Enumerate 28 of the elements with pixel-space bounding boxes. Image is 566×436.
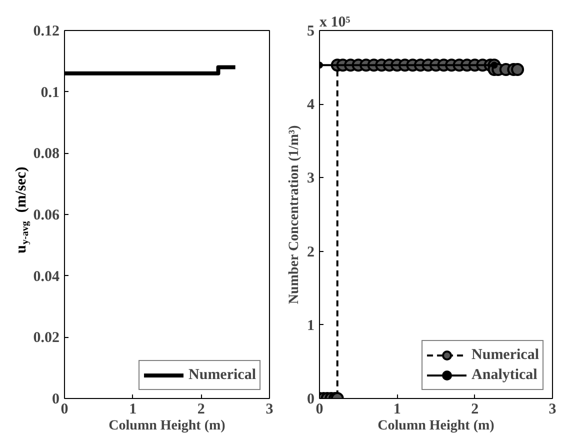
x-axis-title: Column Height (m) [378,418,495,434]
y-tick-label: 3 [307,170,314,187]
y-tick-label: 0.1 [40,84,60,101]
x-axis-title: Column Height (m) [108,418,226,434]
y-tick-label: 5 [307,24,314,40]
y-tick-label: 0.08 [33,146,60,162]
x-tick-label: 1 [129,402,137,418]
y-tick-label: 0.04 [33,268,60,285]
x-tick-label: 3 [548,402,556,418]
x-tick-label: 2 [471,402,479,418]
y-tick-label: 0.02 [33,330,60,346]
y-axis-title: Number Concentration (1/m³) [287,124,302,304]
legend-label: Numerical [188,366,256,384]
y-tick-label: 0.12 [33,24,60,40]
legend-label: Analytical [472,366,538,384]
legend-label: Numerical [472,346,539,364]
y-tick-label: 4 [307,97,315,114]
point [511,63,524,76]
x-tick-label: 1 [393,402,401,418]
y-tick-label: 0 [307,392,314,408]
y-tick-label: 2 [307,244,314,260]
x-tick-label: 2 [197,402,205,418]
y-tick-label: 0.06 [33,208,60,224]
y-axis-title: uy-avg (m/sec) [14,166,31,254]
annotation: x 10⁵ [320,14,351,30]
y-tick-label: 1 [307,318,314,334]
x-tick-label: 3 [266,402,274,418]
y-tick-label: 0 [52,392,60,408]
